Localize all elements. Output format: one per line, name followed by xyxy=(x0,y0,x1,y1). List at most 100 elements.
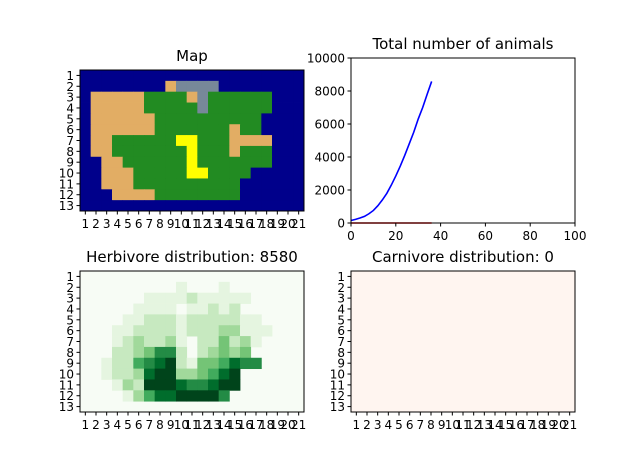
map-cell-ocean xyxy=(282,189,294,201)
herbivore-cell xyxy=(229,368,241,380)
map-ytick-label: 3 xyxy=(66,91,74,105)
map-cell-ocean xyxy=(293,124,305,136)
herbivore-cell xyxy=(112,325,124,337)
map-xtick-label: 14 xyxy=(216,217,231,231)
carnivore-xtick-label: 10 xyxy=(445,418,460,432)
map-cell-jungle xyxy=(240,145,252,158)
map-cell-ocean xyxy=(144,70,156,82)
map-cell-desert xyxy=(90,113,102,125)
map-cell-jungle xyxy=(229,91,241,103)
map-cell-ocean xyxy=(90,80,102,93)
map-cell-jungle xyxy=(144,145,156,158)
map-cell-ocean xyxy=(240,200,252,212)
map-xtick-label: 12 xyxy=(195,217,210,231)
herbivore-cell xyxy=(154,292,166,304)
map-cell-mountain xyxy=(176,80,188,93)
map-cell-yellow xyxy=(186,135,198,147)
carnivore-ytick-label: 6 xyxy=(337,324,345,338)
map-cell-ocean xyxy=(90,189,102,201)
map-cell-ocean xyxy=(250,200,262,212)
carnivore-xtick-label: 11 xyxy=(455,418,470,432)
map-xtick-label: 11 xyxy=(184,217,199,231)
map-cell-ocean xyxy=(282,113,294,125)
map-cell-jungle xyxy=(186,102,198,114)
map-cell-ocean xyxy=(261,178,273,190)
carnivore-ytick-label: 4 xyxy=(337,302,345,316)
herbivore-cell xyxy=(240,314,252,326)
map-cell-jungle xyxy=(229,113,241,125)
carnivore-xtick-label: 18 xyxy=(530,418,545,432)
map-cell-desert xyxy=(229,124,241,136)
map-title: Map xyxy=(176,47,208,65)
map-cell-desert xyxy=(186,91,198,103)
map-cell-ocean xyxy=(122,80,134,93)
map-ytick-label: 8 xyxy=(66,145,74,159)
map-cell-jungle xyxy=(261,145,273,158)
herbivore-cell xyxy=(218,292,230,304)
map-cell-jungle xyxy=(208,102,220,114)
map-cell-jungle xyxy=(176,178,188,190)
map-cell-desert xyxy=(133,113,145,125)
map-cell-desert xyxy=(122,189,134,201)
map-cell-jungle xyxy=(218,167,230,179)
herbivore-cell xyxy=(176,314,188,326)
herbivore-xtick-label: 15 xyxy=(227,418,242,432)
map-cell-ocean xyxy=(282,70,294,82)
herbivore-cell xyxy=(176,292,188,304)
map-cell-desert xyxy=(229,145,241,158)
herbivore-cell xyxy=(165,346,177,359)
map-cell-desert xyxy=(112,91,124,103)
herbivore-cell xyxy=(197,390,209,402)
herbivore-ytick-label: 5 xyxy=(66,313,74,327)
carnivore-ytick-label: 3 xyxy=(337,292,345,306)
map-cell-ocean xyxy=(90,70,102,82)
carnivore-xtick-label: 1 xyxy=(353,418,361,432)
map-cell-jungle xyxy=(197,156,209,169)
line-chart-ytick-label: 8000 xyxy=(314,85,345,99)
map-cell-jungle xyxy=(208,167,220,179)
map-cell-jungle xyxy=(208,145,220,158)
map-cell-ocean xyxy=(80,145,92,158)
herbivore-cell xyxy=(218,314,230,326)
map-cell-ocean xyxy=(218,80,230,93)
map-cell-jungle xyxy=(218,135,230,147)
map-cell-jungle xyxy=(250,156,262,169)
map-cell-mountain xyxy=(197,80,209,93)
map-cell-ocean xyxy=(261,189,273,201)
map-cell-jungle xyxy=(133,145,145,158)
carnivore-plot-area xyxy=(351,271,575,412)
herbivore-cell xyxy=(122,346,134,359)
herbivore-cell xyxy=(218,281,230,294)
map-cell-ocean xyxy=(122,200,134,212)
map-cell-ocean xyxy=(80,113,92,125)
map-cell-jungle xyxy=(218,113,230,125)
herbivore-ytick-label: 6 xyxy=(66,324,74,338)
herbivore-cell xyxy=(218,357,230,370)
herbivore-cell xyxy=(197,325,209,337)
map-xtick-label: 10 xyxy=(174,217,189,231)
herbivore-cell xyxy=(240,325,252,337)
map-cell-ocean xyxy=(240,189,252,201)
herbivore-cell xyxy=(165,379,177,391)
map-cell-desert xyxy=(101,167,113,179)
herbivore-cell xyxy=(186,390,198,402)
map-cell-jungle xyxy=(261,156,273,169)
herbivore-cell xyxy=(186,379,198,391)
map-cell-desert xyxy=(122,124,134,136)
map-cell-jungle xyxy=(250,102,262,114)
herbivore-cell xyxy=(218,368,230,380)
herbivore-cell xyxy=(122,379,134,391)
map-cell-jungle xyxy=(144,135,156,147)
herbivore-cell xyxy=(208,346,220,359)
map-ytick-label: 7 xyxy=(66,134,74,148)
map-cell-ocean xyxy=(133,70,145,82)
map-cell-ocean xyxy=(282,178,294,190)
herbivore-cell xyxy=(165,368,177,380)
map-cell-jungle xyxy=(186,113,198,125)
map-cell-ocean xyxy=(90,178,102,190)
map-cell-ocean xyxy=(101,200,113,212)
map-cell-ocean xyxy=(282,91,294,103)
map-cell-ocean xyxy=(80,178,92,190)
